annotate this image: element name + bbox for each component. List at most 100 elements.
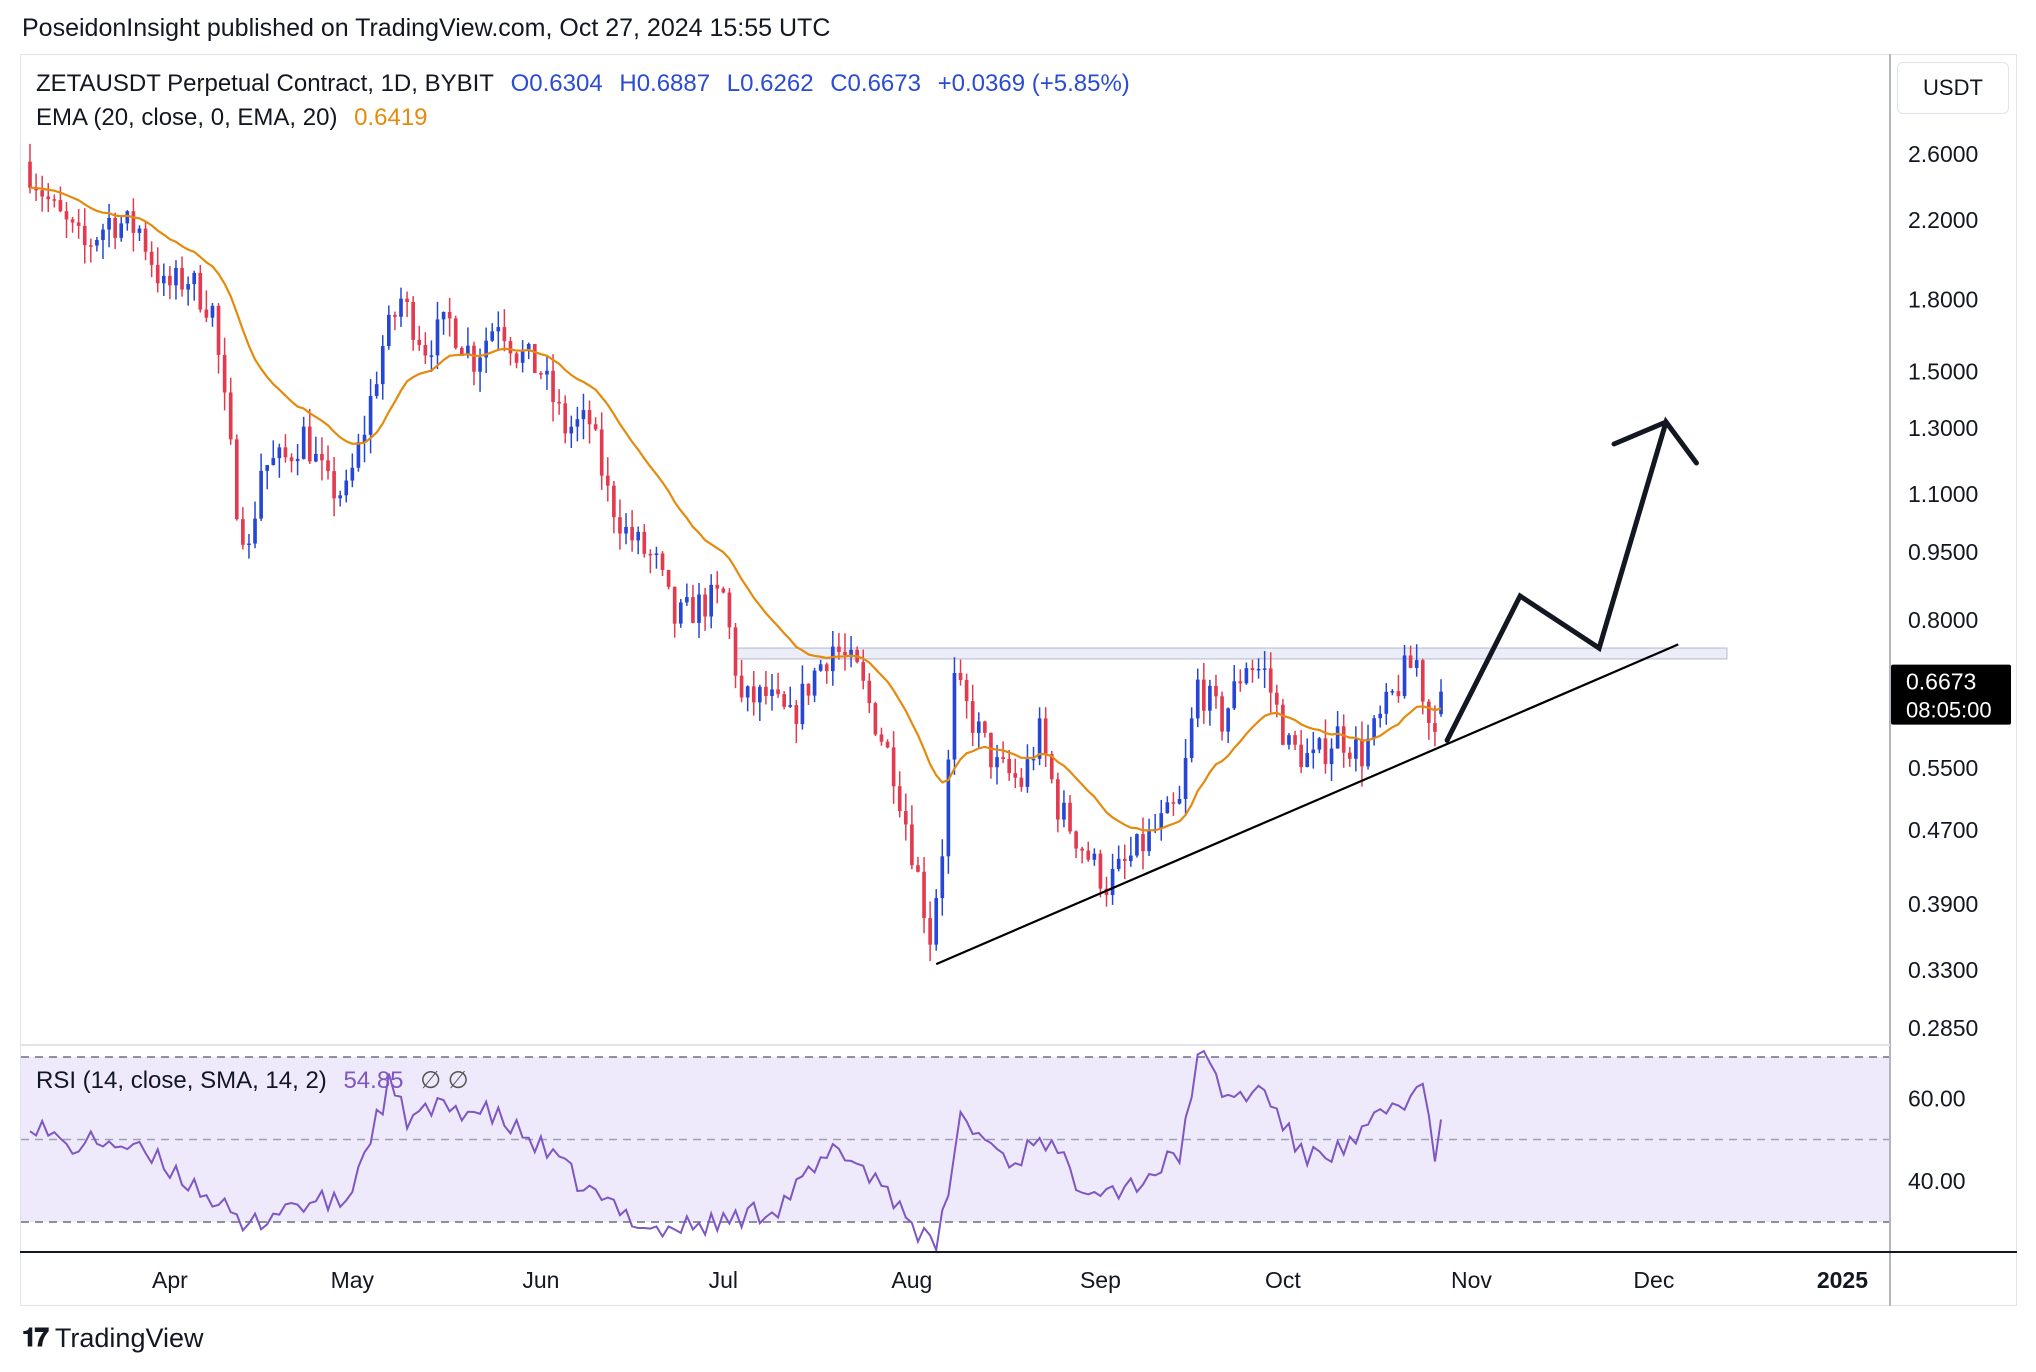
candle-body — [837, 646, 841, 652]
candle-body — [818, 664, 823, 671]
candle-body — [922, 871, 926, 919]
candle-body — [76, 222, 81, 226]
candle-body — [1378, 713, 1383, 719]
candle-body — [453, 318, 458, 348]
candle-body — [472, 345, 476, 372]
time-tick-label: Oct — [1265, 1267, 1301, 1293]
candle-body — [1366, 738, 1370, 767]
candle-body — [459, 347, 464, 355]
time-tick-label: Sep — [1080, 1267, 1121, 1293]
candle-body — [478, 357, 482, 372]
candle-body — [1402, 655, 1407, 697]
candle-body — [490, 331, 495, 341]
candle-body — [976, 721, 981, 733]
footer-brand: 𝟏𝟕 TradingView — [22, 1322, 204, 1354]
candle-body — [660, 553, 665, 570]
candle-body — [1281, 704, 1285, 745]
candle-body — [64, 211, 69, 220]
candle-body — [1025, 759, 1030, 787]
candle-body — [824, 664, 829, 672]
price-tick-label: 0.5500 — [1908, 755, 1978, 781]
candle-body — [995, 757, 999, 768]
candle-body — [502, 327, 507, 342]
candle-body — [1195, 679, 1200, 719]
candle-body — [429, 355, 434, 357]
candle-body — [271, 458, 276, 466]
candle-body — [526, 343, 531, 351]
candle-body — [399, 298, 403, 317]
ema-layer — [29, 186, 1442, 832]
candle-body — [168, 275, 172, 286]
price-tick-label: 0.2850 — [1908, 1015, 1978, 1041]
price-tick-label: 1.5000 — [1908, 358, 1978, 384]
candle-body — [380, 346, 385, 385]
candle-body — [143, 228, 148, 252]
candle-body — [983, 721, 987, 733]
candle-body — [581, 410, 586, 420]
candle-body — [745, 686, 750, 698]
high-value: H0.6887 — [619, 70, 711, 97]
time-tick-label: Jul — [709, 1267, 738, 1293]
candle-body — [751, 686, 756, 703]
candle-body — [52, 199, 57, 201]
candle-body — [1214, 685, 1218, 697]
candle-body — [800, 683, 805, 725]
candle-body — [928, 918, 932, 945]
candle-body — [782, 694, 786, 707]
candle-body — [1019, 777, 1024, 787]
candle-body — [228, 392, 233, 440]
candle-body — [1427, 701, 1431, 724]
candle-body — [867, 680, 872, 704]
candle-body — [411, 301, 415, 340]
candle-body — [58, 200, 63, 212]
candle-body — [253, 518, 257, 544]
candle-body — [1226, 708, 1230, 732]
price-tick-label: 2.2000 — [1908, 207, 1978, 233]
candle-body — [727, 592, 732, 628]
candle-body — [520, 350, 525, 363]
candle-body — [1256, 668, 1261, 671]
candle-body — [1262, 668, 1267, 670]
candle-body — [666, 569, 671, 587]
candle-body — [1177, 798, 1182, 804]
candle-body — [307, 426, 312, 462]
axes-layer: 2.6000 2.2000 1.8000 1.5000 1.3000 1.1000 0.95… — [20, 54, 2017, 1306]
rsi-label: RSI (14, close, SMA, 14, 2) — [36, 1067, 327, 1094]
chart-panel[interactable] — [20, 54, 2017, 1306]
candle-body — [1086, 850, 1091, 860]
candle-body — [210, 305, 215, 318]
candle-body — [82, 225, 87, 246]
candle-body — [447, 311, 452, 319]
candle-body — [405, 298, 409, 302]
support-trendline — [935, 643, 1679, 966]
candle-body — [289, 457, 294, 462]
candle-body — [1287, 735, 1291, 745]
candle-body — [204, 309, 209, 318]
candle-body — [508, 341, 513, 354]
candle-body — [678, 602, 683, 624]
price-tick-label: 1.8000 — [1908, 286, 1978, 312]
candle-body — [806, 683, 811, 696]
candle-body — [70, 219, 75, 223]
candle-body — [125, 211, 130, 224]
candle-body — [654, 553, 659, 555]
candle-body — [149, 251, 154, 265]
candle-body — [1056, 779, 1060, 820]
candle-body — [1293, 735, 1297, 745]
candle-body — [1268, 668, 1273, 693]
candle-body — [344, 480, 349, 496]
candle-body — [1116, 858, 1121, 870]
time-tick-label: Jun — [522, 1267, 559, 1293]
resistance-zone-layer — [734, 647, 1728, 660]
candle-body — [1031, 758, 1036, 761]
candle-body — [903, 811, 908, 825]
candle-body — [186, 284, 190, 290]
candle-body — [946, 759, 951, 857]
price-tick-label: 0.9500 — [1908, 539, 1978, 565]
candle-body — [1347, 752, 1352, 759]
candle-body — [940, 856, 945, 899]
rsi-extra: ∅ ∅ — [420, 1067, 469, 1094]
candle-body — [107, 218, 111, 230]
currency-button[interactable]: USDT — [1897, 62, 2009, 114]
